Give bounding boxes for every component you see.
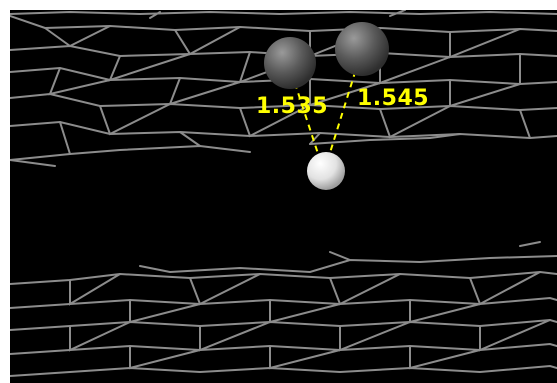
carbon-atom-right[interactable] (335, 22, 389, 76)
distance-label-left: 1.535 (256, 94, 329, 119)
atoms (264, 22, 389, 190)
lower-graphene-sheet (10, 241, 557, 377)
measurement-lines (287, 49, 363, 173)
hydrogen-atom[interactable] (307, 152, 345, 190)
distance-label-right: 1.545 (357, 86, 430, 111)
distance-line-left (287, 61, 325, 173)
molecular-viewer[interactable]: 1.535 1.545 (10, 10, 557, 383)
carbon-atom-left[interactable] (264, 37, 316, 89)
molecular-scene[interactable] (10, 10, 557, 383)
